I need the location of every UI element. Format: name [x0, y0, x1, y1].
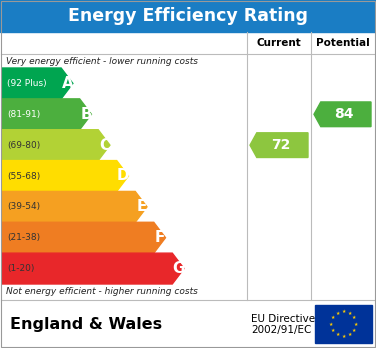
- Text: C: C: [99, 138, 110, 153]
- Text: ★: ★: [331, 327, 335, 333]
- Text: ★: ★: [353, 322, 358, 326]
- Polygon shape: [250, 133, 308, 158]
- Text: ★: ★: [335, 332, 340, 337]
- Text: Current: Current: [257, 38, 302, 48]
- Text: 2002/91/EC: 2002/91/EC: [251, 325, 311, 335]
- Text: (92 Plus): (92 Plus): [7, 79, 47, 88]
- Text: 84: 84: [334, 107, 353, 121]
- Polygon shape: [2, 253, 184, 284]
- Text: Energy Efficiency Rating: Energy Efficiency Rating: [68, 7, 308, 25]
- Text: ★: ★: [347, 311, 352, 316]
- Text: (69-80): (69-80): [7, 141, 40, 150]
- Text: Potential: Potential: [315, 38, 369, 48]
- Text: F: F: [155, 230, 165, 245]
- Polygon shape: [2, 160, 129, 191]
- Text: ★: ★: [341, 309, 346, 314]
- Text: ★: ★: [352, 327, 356, 333]
- Text: E: E: [136, 199, 147, 214]
- Text: Very energy efficient - lower running costs: Very energy efficient - lower running co…: [6, 56, 198, 65]
- Polygon shape: [2, 99, 91, 130]
- Bar: [315, 305, 372, 343]
- Text: ★: ★: [329, 322, 334, 326]
- Text: (1-20): (1-20): [7, 264, 34, 273]
- Bar: [0, 0, 376, 32]
- Text: Not energy efficient - higher running costs: Not energy efficient - higher running co…: [6, 287, 198, 296]
- Text: (39-54): (39-54): [7, 202, 40, 211]
- Polygon shape: [2, 222, 165, 253]
- Text: (21-38): (21-38): [7, 233, 40, 242]
- Text: G: G: [173, 261, 185, 276]
- Text: ★: ★: [341, 334, 346, 339]
- Polygon shape: [2, 130, 110, 160]
- Text: ★: ★: [331, 315, 335, 321]
- Text: EU Directive: EU Directive: [251, 314, 315, 324]
- Polygon shape: [2, 191, 147, 222]
- Text: (81-91): (81-91): [7, 110, 40, 119]
- Text: ★: ★: [352, 315, 356, 321]
- Polygon shape: [2, 68, 73, 99]
- Polygon shape: [314, 102, 371, 127]
- Text: 72: 72: [271, 138, 290, 152]
- Text: D: D: [117, 168, 129, 183]
- Text: B: B: [80, 107, 92, 122]
- Text: ★: ★: [347, 332, 352, 337]
- Text: (55-68): (55-68): [7, 172, 40, 181]
- Text: A: A: [62, 76, 73, 91]
- Text: England & Wales: England & Wales: [10, 316, 162, 332]
- Text: ★: ★: [335, 311, 340, 316]
